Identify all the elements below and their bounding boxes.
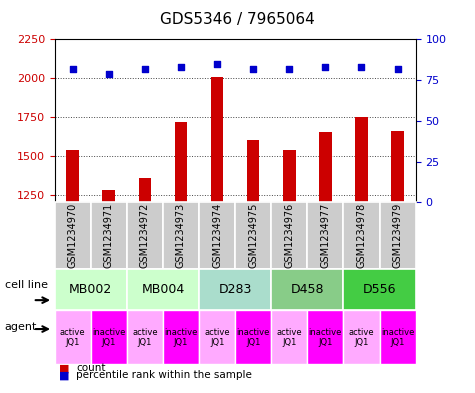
Point [394, 66, 401, 72]
Text: GSM1234972: GSM1234972 [140, 203, 150, 268]
Text: D283: D283 [218, 283, 252, 296]
Text: agent: agent [5, 322, 37, 332]
Bar [139, 178, 151, 389]
Text: JQ1: JQ1 [282, 338, 296, 347]
Text: JQ1: JQ1 [174, 338, 188, 347]
Bar [175, 121, 187, 389]
Text: D458: D458 [291, 283, 324, 296]
Text: GSM1234979: GSM1234979 [392, 203, 403, 268]
Point [105, 70, 113, 77]
Point [358, 64, 365, 70]
Point [249, 66, 257, 72]
Text: active: active [349, 328, 374, 337]
Text: inactive: inactive [92, 328, 125, 337]
Bar [355, 117, 368, 389]
Text: cell line: cell line [5, 280, 48, 290]
Text: GSM1234974: GSM1234974 [212, 203, 222, 268]
Text: JQ1: JQ1 [102, 338, 116, 347]
Text: MB004: MB004 [141, 283, 185, 296]
Text: JQ1: JQ1 [210, 338, 224, 347]
Text: D556: D556 [363, 283, 396, 296]
Text: JQ1: JQ1 [354, 338, 369, 347]
Text: GSM1234975: GSM1234975 [248, 203, 258, 268]
Point [322, 64, 329, 70]
Text: inactive: inactive [381, 328, 414, 337]
Text: JQ1: JQ1 [246, 338, 260, 347]
Point [177, 64, 185, 70]
Bar [283, 150, 295, 389]
Point [213, 61, 221, 67]
Bar [391, 131, 404, 389]
Text: ■: ■ [59, 370, 70, 380]
Text: inactive: inactive [164, 328, 198, 337]
Text: GSM1234978: GSM1234978 [356, 203, 367, 268]
Text: GDS5346 / 7965064: GDS5346 / 7965064 [160, 12, 315, 27]
Text: GSM1234977: GSM1234977 [320, 203, 331, 268]
Text: JQ1: JQ1 [390, 338, 405, 347]
Bar [66, 150, 79, 389]
Text: active: active [132, 328, 158, 337]
Text: active: active [276, 328, 302, 337]
Text: percentile rank within the sample: percentile rank within the sample [76, 370, 252, 380]
Bar [103, 190, 115, 389]
Text: inactive: inactive [309, 328, 342, 337]
Point [141, 66, 149, 72]
Text: GSM1234971: GSM1234971 [104, 203, 114, 268]
Point [285, 66, 293, 72]
Text: JQ1: JQ1 [138, 338, 152, 347]
Text: GSM1234976: GSM1234976 [284, 203, 294, 268]
Text: count: count [76, 363, 105, 373]
Bar [319, 132, 332, 389]
Text: GSM1234973: GSM1234973 [176, 203, 186, 268]
Text: inactive: inactive [237, 328, 270, 337]
Bar [211, 77, 223, 389]
Text: JQ1: JQ1 [318, 338, 332, 347]
Text: active: active [60, 328, 86, 337]
Point [69, 66, 76, 72]
Text: MB002: MB002 [69, 283, 113, 296]
Text: GSM1234970: GSM1234970 [67, 203, 78, 268]
Text: JQ1: JQ1 [66, 338, 80, 347]
Text: ■: ■ [59, 363, 70, 373]
Text: active: active [204, 328, 230, 337]
Bar [247, 140, 259, 389]
